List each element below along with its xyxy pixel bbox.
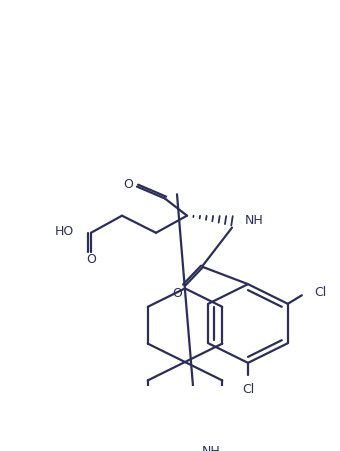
Text: O: O <box>86 253 96 266</box>
Text: NH: NH <box>245 214 264 227</box>
Text: NH: NH <box>202 445 221 451</box>
Text: HO: HO <box>55 225 74 238</box>
Text: O: O <box>172 287 182 300</box>
Text: Cl: Cl <box>314 286 326 299</box>
Text: Cl: Cl <box>242 383 254 396</box>
Text: O: O <box>123 178 133 190</box>
